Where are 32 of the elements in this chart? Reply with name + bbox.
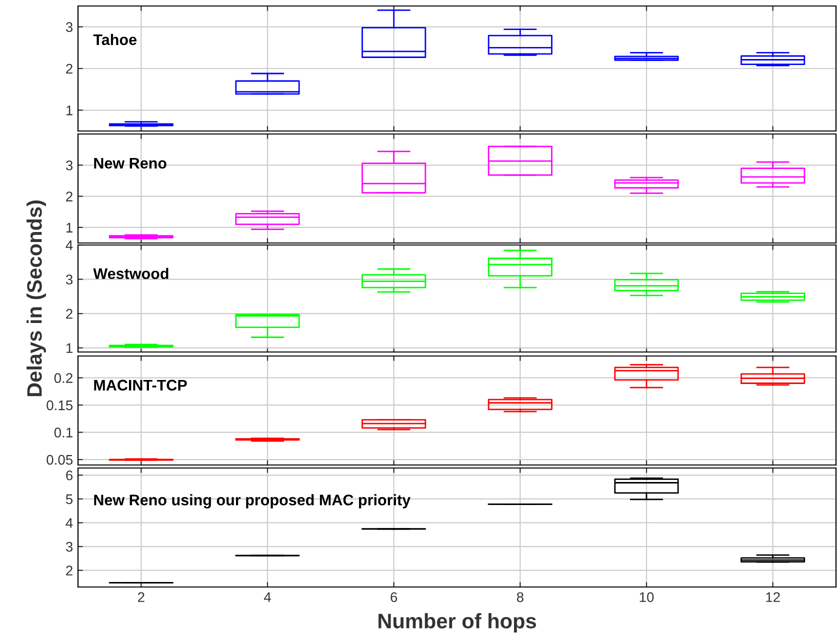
y-tick-label: 2 <box>66 192 72 202</box>
annotation: New Reno <box>94 158 166 169</box>
y-tick-label: 0.1 <box>54 428 72 438</box>
x-tick-label: 12 <box>766 592 780 602</box>
y-tick-label: 1 <box>66 343 72 353</box>
y-tick-label: 0.2 <box>54 373 72 383</box>
y-tick-label: 1 <box>66 106 72 116</box>
y-tick-label: 5 <box>66 494 73 504</box>
y-tick-label: 4 <box>66 518 73 528</box>
y-tick-label: 6 <box>66 470 73 480</box>
annotation: Tahoe <box>93 34 136 46</box>
x-tick-label: 4 <box>264 592 271 602</box>
y-tick-label: 2 <box>66 566 72 576</box>
x-tick-label: 2 <box>138 592 144 602</box>
y-tick-label: 3 <box>66 542 73 552</box>
x-axis-title: Number of hops <box>378 613 536 633</box>
y-tick-label: 3 <box>66 22 73 32</box>
y-axis-title: Delays in (Seconds) <box>26 200 46 396</box>
y-tick-label: 0.15 <box>46 400 73 410</box>
y-tick-label: 3 <box>66 160 73 170</box>
y-tick-label: 1 <box>66 222 72 232</box>
annotation: MACINT-TCP <box>94 380 187 391</box>
x-tick-label: 6 <box>390 592 398 602</box>
y-tick-label: 3 <box>66 274 73 284</box>
annotation: New Reno using our proposed MAC priority <box>94 494 411 508</box>
y-tick-label: 0.05 <box>46 454 73 465</box>
x-tick-label: 8 <box>516 592 524 602</box>
y-tick-label: 2 <box>66 64 72 74</box>
y-tick-label: 4 <box>66 240 73 250</box>
y-tick-label: 2 <box>66 308 72 319</box>
annotation: Westwood <box>93 268 168 280</box>
x-tick-label: 10 <box>640 592 654 602</box>
